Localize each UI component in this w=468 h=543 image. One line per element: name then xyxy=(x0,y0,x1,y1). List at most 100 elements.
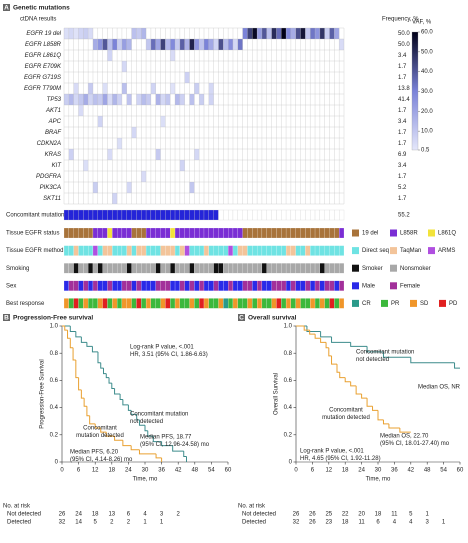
vaf-cell xyxy=(150,39,156,50)
track-cell xyxy=(121,227,127,239)
track-cell xyxy=(73,245,79,256)
risk-value: 20 xyxy=(358,512,365,518)
legend-label: Female xyxy=(400,283,421,289)
colorbar-tick-label: 20.0 xyxy=(421,109,433,115)
annotation: Log-rank P value, <.001 xyxy=(130,345,194,351)
track-cell xyxy=(112,298,118,309)
track-cell xyxy=(324,298,330,309)
track-cell xyxy=(300,298,306,309)
risk-value: 11 xyxy=(391,512,398,518)
track-cell xyxy=(281,227,287,239)
vaf-cell xyxy=(107,149,113,160)
track-cell xyxy=(329,280,335,291)
legend-label: ARMS xyxy=(438,248,455,254)
concomitant-cell xyxy=(73,209,79,221)
concomitant-cell xyxy=(155,209,161,221)
track-cell xyxy=(131,298,137,309)
vaf-cell xyxy=(310,28,316,39)
track-cell xyxy=(305,227,311,239)
risk-value: 6 xyxy=(376,520,380,526)
y-tick-label: 0 xyxy=(289,460,293,466)
track-cell xyxy=(228,280,234,291)
track-cell xyxy=(257,263,263,274)
concomitant-cell xyxy=(324,209,330,221)
track-cell xyxy=(160,227,166,239)
vaf-cell xyxy=(121,83,127,94)
track-cell xyxy=(141,227,147,239)
track-cell xyxy=(155,245,161,256)
frequency-label: 50.0 xyxy=(398,31,410,37)
annotation: (95% CI, 18.01-27.40) mo xyxy=(380,441,450,447)
track-cell xyxy=(63,263,69,274)
track-cell xyxy=(63,298,69,309)
track-cell xyxy=(300,263,306,274)
track-label: Smoking xyxy=(6,266,29,272)
concomitant-cell xyxy=(107,209,113,221)
survival-step xyxy=(114,436,123,441)
risk-value: 1 xyxy=(426,512,430,518)
track-cell xyxy=(150,298,156,309)
track-cell xyxy=(314,227,320,239)
track-cell xyxy=(334,263,340,274)
y-tick-label: 0.8 xyxy=(284,351,293,357)
track-cell xyxy=(276,245,282,256)
track-cell xyxy=(228,227,234,239)
x-tick-label: 54 xyxy=(440,468,447,474)
track-cell xyxy=(305,280,311,291)
gene-label: EGFR G719S xyxy=(24,75,61,81)
track-cell xyxy=(324,245,330,256)
vaf-cell xyxy=(208,39,214,50)
vaf-cell xyxy=(199,94,204,105)
track-cell xyxy=(199,245,205,256)
risk-value: 32 xyxy=(59,520,66,526)
track-cell xyxy=(310,280,316,291)
survival-step xyxy=(320,331,332,338)
survival-step xyxy=(331,355,337,365)
vaf-cell xyxy=(150,83,156,94)
vaf-cell xyxy=(199,39,204,50)
risk-value: 26 xyxy=(293,512,300,518)
track-cell xyxy=(261,298,267,309)
track-cell xyxy=(121,280,127,291)
concomitant-cell xyxy=(237,209,243,221)
track-cell xyxy=(266,263,272,274)
vaf-cell xyxy=(126,94,132,105)
vaf-cell xyxy=(155,94,161,105)
risk-value: 5 xyxy=(409,512,413,518)
vaf-cell xyxy=(92,39,98,50)
survival-step xyxy=(155,453,162,459)
annotation: not detected xyxy=(356,357,389,363)
track-cell xyxy=(252,280,258,291)
y-tick-label: 0.6 xyxy=(284,378,293,384)
survival-step xyxy=(130,445,140,451)
vaf-cell xyxy=(112,94,118,105)
vaf-cell xyxy=(136,28,142,39)
vaf-cell xyxy=(315,28,320,39)
track-cell xyxy=(68,263,74,274)
annotation: Concomitant xyxy=(329,408,363,414)
track-cell xyxy=(145,280,151,291)
track-cell xyxy=(266,280,272,291)
survival-step xyxy=(69,338,74,349)
risk-value: 3 xyxy=(160,512,164,518)
track-cell xyxy=(339,263,345,274)
concomitant-cell xyxy=(213,209,219,221)
risk-value: 32 xyxy=(293,520,300,526)
track-cell xyxy=(295,280,301,291)
track-cell xyxy=(184,298,190,309)
track-cell xyxy=(78,280,84,291)
vaf-cell xyxy=(218,39,224,50)
panel-title: Progression-Free survival xyxy=(13,315,93,322)
vaf-cell xyxy=(107,39,113,50)
concomitant-cell xyxy=(261,209,267,221)
track-cell xyxy=(213,245,219,256)
track-cell xyxy=(242,227,248,239)
vaf-cell xyxy=(146,94,151,105)
survival-step xyxy=(331,336,351,343)
track-cell xyxy=(324,280,330,291)
annotation: (95% CI, 12.96-24.58) mo xyxy=(140,442,210,448)
track-cell xyxy=(179,227,185,239)
track-cell xyxy=(170,245,176,256)
survival-step xyxy=(144,425,148,432)
survival-step xyxy=(80,336,87,343)
